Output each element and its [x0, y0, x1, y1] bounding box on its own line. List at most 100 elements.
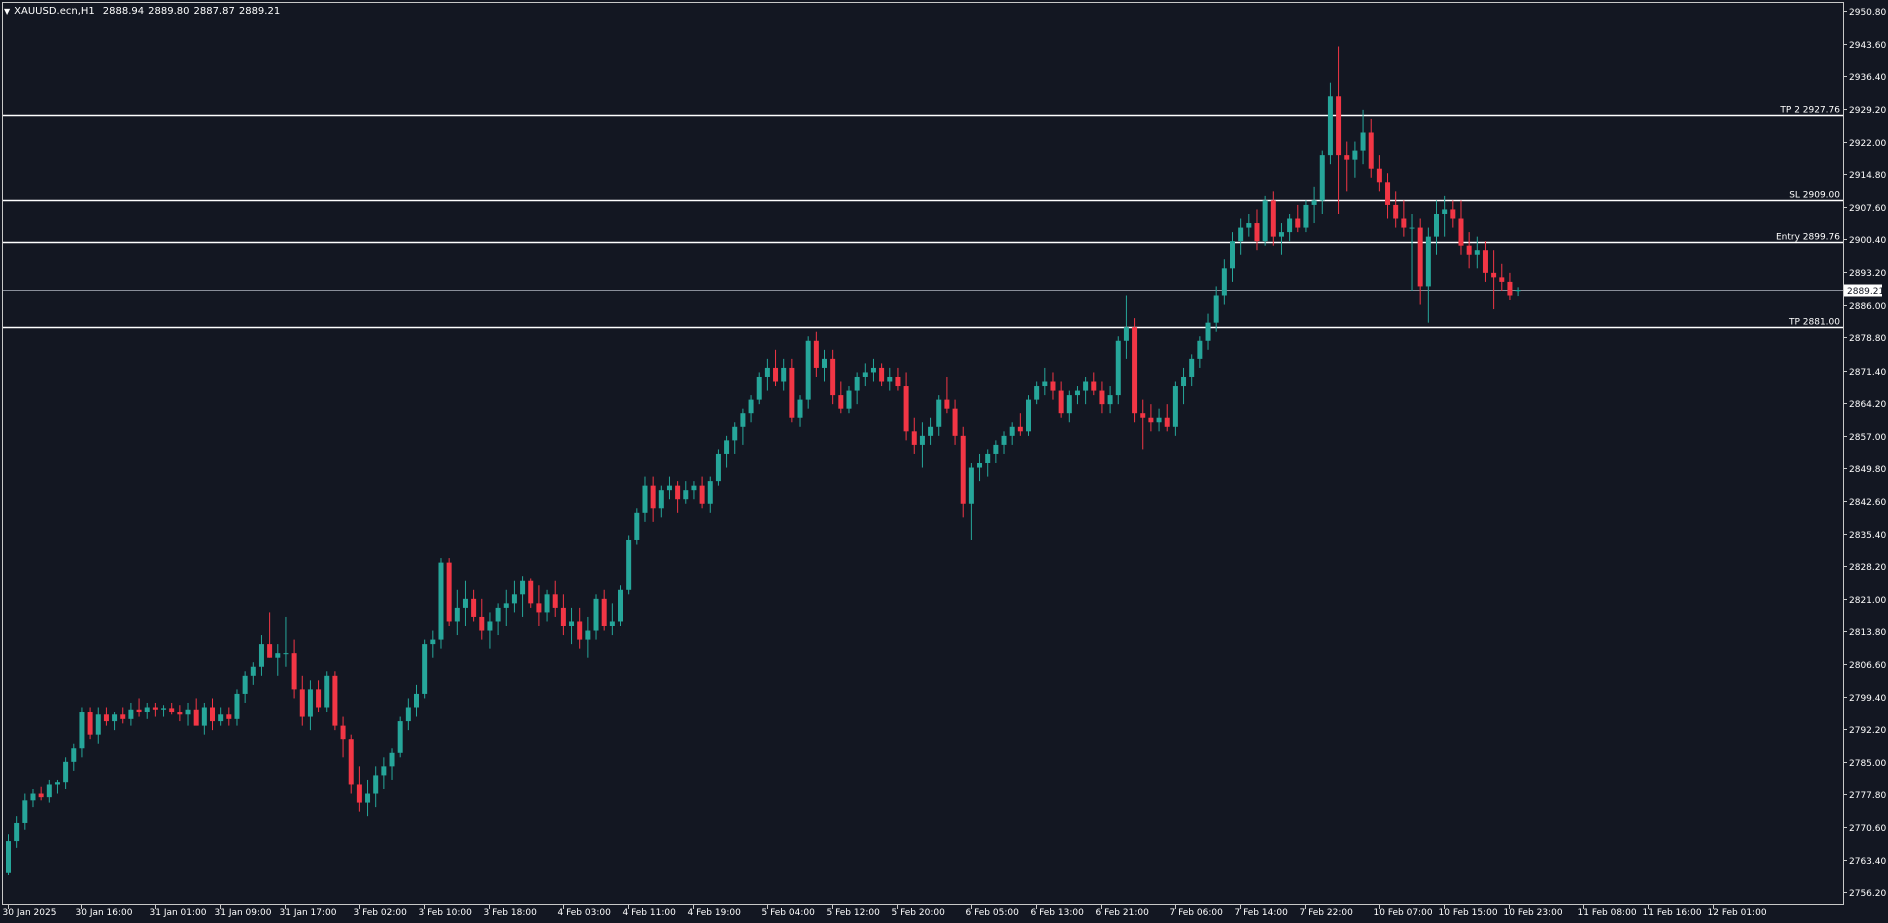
candle[interactable]	[658, 485, 664, 518]
candle[interactable]	[1132, 318, 1138, 423]
candle[interactable]	[968, 463, 974, 540]
candle[interactable]	[267, 612, 273, 658]
candle[interactable]	[365, 779, 371, 817]
candle[interactable]	[830, 349, 836, 405]
candle[interactable]	[634, 508, 640, 545]
candle[interactable]	[332, 671, 338, 731]
candle[interactable]	[177, 705, 183, 722]
triangle-down-icon[interactable]: ▼	[4, 6, 11, 16]
candle[interactable]	[373, 766, 379, 808]
candle[interactable]	[1262, 195, 1268, 246]
candle[interactable]	[87, 707, 93, 740]
candle[interactable]	[781, 358, 787, 391]
candle[interactable]	[128, 702, 134, 726]
candle[interactable]	[54, 779, 60, 794]
candle[interactable]	[414, 684, 419, 717]
candle[interactable]	[1336, 46, 1342, 214]
candle[interactable]	[381, 757, 387, 789]
candle[interactable]	[715, 449, 721, 486]
candle[interactable]	[919, 422, 925, 468]
candle[interactable]	[1344, 141, 1350, 192]
candle[interactable]	[650, 476, 656, 522]
candle[interactable]	[1254, 209, 1260, 251]
candle[interactable]	[1058, 381, 1064, 418]
candle[interactable]	[1001, 431, 1007, 454]
candle[interactable]	[112, 712, 118, 731]
candle[interactable]	[1352, 141, 1358, 178]
candle[interactable]	[1270, 191, 1276, 246]
candle[interactable]	[1107, 386, 1113, 414]
candle[interactable]	[63, 757, 69, 789]
candle[interactable]	[1450, 200, 1456, 228]
candle[interactable]	[895, 367, 901, 391]
candle[interactable]	[928, 417, 934, 445]
candle[interactable]	[234, 689, 240, 726]
candle[interactable]	[732, 422, 738, 454]
candle[interactable]	[30, 788, 36, 808]
candle[interactable]	[683, 481, 689, 504]
candle[interactable]	[462, 580, 468, 627]
candle[interactable]	[1376, 155, 1382, 192]
candle[interactable]	[642, 476, 648, 522]
candle[interactable]	[120, 707, 126, 724]
candle[interactable]	[1515, 287, 1521, 297]
candle[interactable]	[1278, 223, 1284, 255]
candle[interactable]	[169, 702, 175, 715]
candle[interactable]	[666, 476, 672, 500]
candle[interactable]	[764, 358, 770, 391]
candle[interactable]	[936, 395, 942, 436]
candle[interactable]	[1466, 232, 1472, 269]
candle[interactable]	[1474, 236, 1480, 269]
candle[interactable]	[724, 435, 730, 468]
candle[interactable]	[903, 372, 909, 441]
candle[interactable]	[1066, 390, 1072, 423]
candle[interactable]	[356, 766, 362, 812]
candle[interactable]	[242, 671, 248, 703]
candle[interactable]	[1417, 218, 1423, 305]
candle[interactable]	[805, 336, 811, 409]
candle[interactable]	[389, 748, 395, 780]
candle[interactable]	[879, 363, 885, 387]
candle[interactable]	[1434, 200, 1439, 255]
candle[interactable]	[185, 702, 191, 726]
candle[interactable]	[218, 707, 224, 726]
candle[interactable]	[103, 707, 109, 726]
candle[interactable]	[520, 576, 526, 617]
candle[interactable]	[487, 612, 493, 649]
candle[interactable]	[1238, 218, 1244, 255]
candle[interactable]	[471, 589, 477, 622]
candle[interactable]	[1034, 381, 1040, 405]
candle[interactable]	[626, 535, 632, 595]
candle[interactable]	[1140, 399, 1146, 450]
candle[interactable]	[1303, 200, 1309, 233]
candle[interactable]	[813, 331, 819, 377]
candle[interactable]	[609, 603, 615, 636]
candle[interactable]	[1230, 232, 1235, 282]
candle[interactable]	[454, 589, 460, 636]
candle[interactable]	[993, 440, 999, 464]
candle[interactable]	[1409, 213, 1415, 291]
candle[interactable]	[14, 816, 20, 848]
candle[interactable]	[1491, 250, 1497, 310]
candle[interactable]	[756, 372, 762, 405]
candle[interactable]	[1042, 367, 1048, 396]
candle[interactable]	[960, 426, 966, 518]
candle[interactable]	[258, 635, 264, 676]
candle[interactable]	[1172, 381, 1178, 436]
candle[interactable]	[748, 395, 754, 423]
candle[interactable]	[307, 680, 313, 731]
candle[interactable]	[1083, 376, 1089, 405]
candle[interactable]	[275, 644, 281, 676]
candle[interactable]	[1295, 204, 1301, 233]
candle[interactable]	[324, 671, 330, 713]
candle[interactable]	[1458, 200, 1464, 255]
candle[interactable]	[1148, 404, 1154, 432]
candle[interactable]	[797, 395, 803, 427]
candle[interactable]	[862, 363, 868, 387]
candle[interactable]	[348, 734, 354, 794]
candle[interactable]	[675, 481, 681, 513]
candle[interactable]	[1050, 372, 1056, 400]
candle[interactable]	[1327, 82, 1333, 165]
candle[interactable]	[1099, 381, 1105, 414]
candle[interactable]	[397, 716, 403, 758]
